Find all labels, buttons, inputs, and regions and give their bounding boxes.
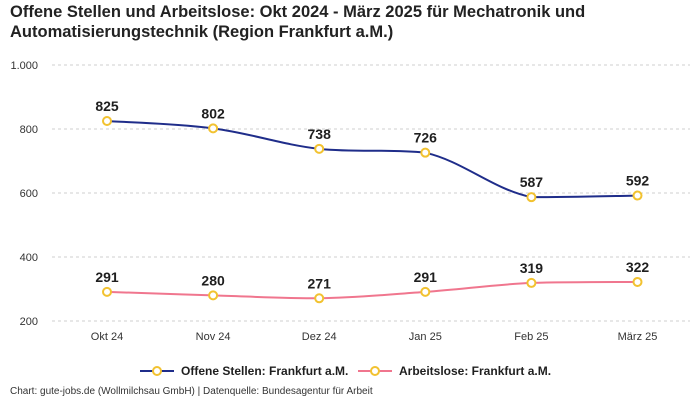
legend-item[interactable]: Arbeitslose: Frankfurt a.M. [358,364,551,378]
x-axis-ticks: Okt 24 Nov 24 Dez 24 Jan 25 Feb 25 März 25 [91,331,658,343]
y-tick-label: 800 [20,124,38,136]
y-tick-label: 1.000 [10,60,38,72]
data-point[interactable] [526,277,537,288]
legend-label: Arbeitslose: Frankfurt a.M. [399,364,551,378]
data-label: 738 [308,126,332,142]
data-point[interactable] [314,143,325,154]
x-tick-label: Nov 24 [196,331,231,343]
series-arbeitslose: 291 280 271 291 319 322 [95,259,650,304]
data-label: 592 [626,173,650,189]
x-tick-label: Jan 25 [409,331,442,343]
data-label: 291 [95,269,119,285]
data-point[interactable] [102,116,112,126]
data-point[interactable] [526,192,537,203]
series-offene-stellen: 825 802 738 726 587 592 [95,98,650,203]
data-point[interactable] [314,293,325,304]
data-point[interactable] [208,290,219,301]
data-label: 291 [414,269,438,285]
legend-item[interactable]: Offene Stellen: Frankfurt a.M. [140,364,348,378]
data-label: 319 [520,260,544,276]
x-tick-label: Feb 25 [514,331,548,343]
data-point[interactable] [208,123,219,134]
data-label: 802 [201,105,225,121]
y-tick-label: 200 [20,316,38,328]
data-label: 322 [626,259,650,275]
legend-swatch-marker [152,366,162,376]
x-tick-label: Okt 24 [91,331,123,343]
data-point[interactable] [102,286,112,297]
data-label: 271 [308,275,332,291]
y-tick-label: 600 [20,188,38,200]
legend-label: Offene Stellen: Frankfurt a.M. [181,364,348,378]
series-line [106,280,638,300]
chart-title: Offene Stellen und Arbeitslose: Okt 2024… [10,3,586,41]
data-point[interactable] [632,190,643,201]
grid-layer [52,64,690,322]
legend: Offene Stellen: Frankfurt a.M. Arbeitslos… [140,364,551,378]
data-point[interactable] [420,286,431,297]
x-tick-label: März 25 [618,331,658,343]
data-label: 280 [201,272,225,288]
legend-swatch-marker [370,366,380,376]
data-label: 825 [95,98,119,114]
data-point[interactable] [420,147,431,158]
y-axis-ticks: 200 400 600 800 1.000 [10,60,38,328]
y-tick-label: 400 [20,252,38,264]
series-line [106,120,638,199]
data-point[interactable] [632,276,643,287]
series-layer: 825 802 738 726 587 592 291 280 271 291 319 322 [95,98,650,304]
x-tick-label: Dez 24 [302,331,337,343]
source-note: Chart: gute-jobs.de (Wollmilchsau GmbH) … [10,386,373,397]
data-label: 726 [414,130,438,146]
data-label: 587 [520,174,544,190]
